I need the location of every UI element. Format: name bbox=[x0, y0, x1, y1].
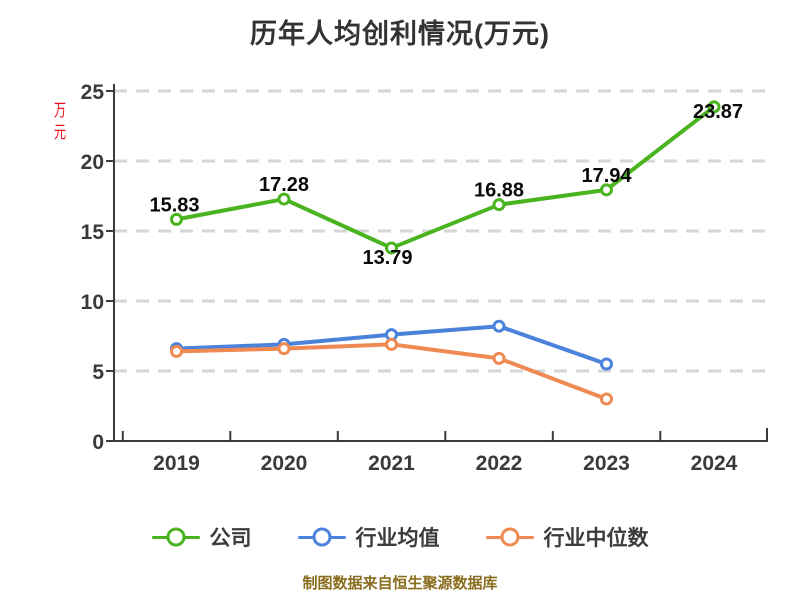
data-point bbox=[600, 392, 613, 406]
x-tick-label: 2023 bbox=[583, 452, 630, 475]
y-tick-label: 15 bbox=[81, 221, 105, 244]
y-tick-label: 0 bbox=[92, 431, 104, 454]
legend-label-industry-median: 行业中位数 bbox=[543, 527, 649, 550]
x-tick-label: 2020 bbox=[261, 452, 308, 475]
series-line-0 bbox=[174, 104, 716, 250]
data-label: 13.79 bbox=[362, 247, 412, 269]
data-label: 23.87 bbox=[693, 101, 743, 123]
y-tick-label: 10 bbox=[81, 291, 104, 314]
x-tick-label: 2021 bbox=[368, 452, 415, 475]
data-point bbox=[600, 183, 613, 197]
data-point bbox=[385, 337, 398, 351]
chart-legend: 公司 行业均值 行业中位数 bbox=[0, 522, 800, 552]
data-point bbox=[385, 241, 398, 255]
legend-line-company bbox=[151, 527, 200, 547]
data-point bbox=[492, 351, 506, 365]
legend-line-industry-mean bbox=[297, 527, 346, 547]
data-point bbox=[170, 344, 183, 358]
legend-item-industry-median: 行业中位数 bbox=[485, 522, 649, 552]
y-tick-label: 20 bbox=[81, 151, 104, 174]
legend-marker-company-icon bbox=[166, 527, 185, 547]
x-tick-label: 2019 bbox=[153, 452, 200, 475]
data-source-note: 制图数据来自恒生聚源数据库 bbox=[302, 575, 498, 592]
data-point bbox=[492, 198, 506, 212]
data-label: 17.28 bbox=[259, 174, 309, 196]
data-label: 16.88 bbox=[474, 180, 524, 202]
legend-line-industry-median bbox=[485, 527, 534, 547]
legend-item-company: 公司 bbox=[151, 522, 252, 552]
data-point bbox=[277, 192, 291, 206]
y-tick-label: 25 bbox=[81, 81, 105, 104]
x-tick-label: 2022 bbox=[476, 452, 523, 475]
x-tick-label: 2024 bbox=[691, 452, 738, 475]
legend-marker-industry-mean-icon bbox=[312, 527, 331, 547]
data-point bbox=[492, 319, 506, 333]
chart-title: 历年人均创利情况(万元) bbox=[250, 19, 550, 49]
legend-item-industry-mean: 行业均值 bbox=[297, 522, 440, 552]
legend-marker-industry-median-icon bbox=[500, 527, 519, 547]
legend-label-company: 公司 bbox=[209, 527, 252, 550]
legend-label-industry-mean: 行业均值 bbox=[355, 527, 440, 550]
y-axis-unit-label: 万元 bbox=[53, 101, 67, 142]
data-point bbox=[277, 342, 291, 356]
data-point bbox=[707, 100, 721, 114]
data-label: 17.94 bbox=[581, 165, 632, 187]
data-label: 15.83 bbox=[149, 194, 199, 216]
data-point bbox=[600, 357, 613, 371]
data-point bbox=[170, 212, 183, 226]
y-tick-label: 5 bbox=[92, 361, 104, 384]
